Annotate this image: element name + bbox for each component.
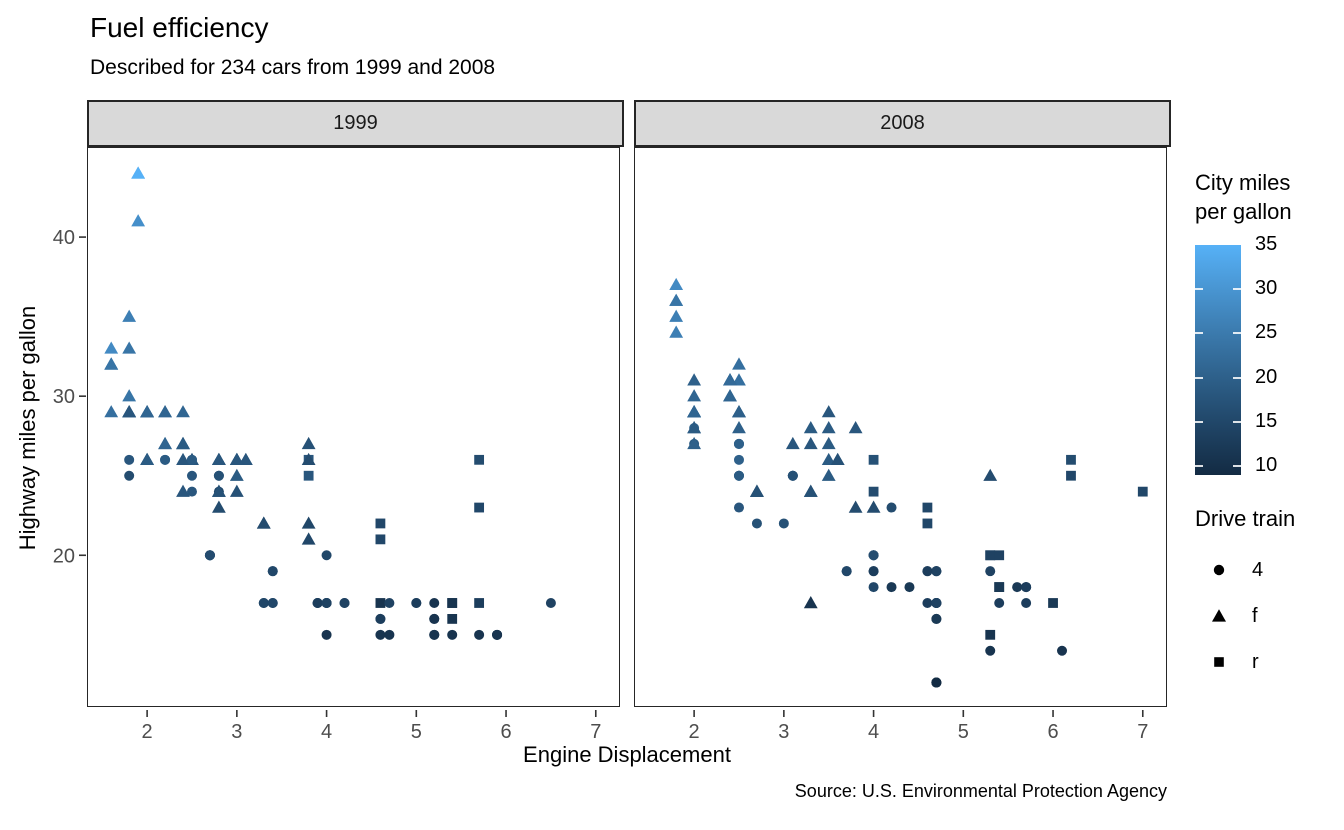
legend-item-drv-r: r <box>1204 647 1259 677</box>
colorbar-tick-label: 35 <box>1255 233 1278 255</box>
colorbar-tick-mark <box>1195 420 1203 423</box>
chart-title: Fuel efficiency <box>90 12 269 43</box>
legend-item-label: 4 <box>1252 558 1264 581</box>
square-icon <box>1214 657 1224 667</box>
x-tick-label: 4 <box>321 721 332 743</box>
legend-item-drv-4: 4 <box>1204 555 1263 585</box>
legend-item-drv-f: f <box>1204 601 1258 631</box>
x-tick-label: 2 <box>142 721 153 743</box>
y-tick-label: 40 <box>53 227 75 249</box>
facet-strip-1999: 1999 <box>87 100 624 147</box>
x-tick-label: 7 <box>1137 721 1148 743</box>
x-tick-label: 6 <box>500 721 511 743</box>
x-tick-label: 5 <box>411 721 422 743</box>
colorbar-tick-label: 30 <box>1255 277 1278 300</box>
colorbar-tick-mark <box>1233 465 1241 468</box>
legend-item-label: r <box>1252 650 1259 673</box>
x-tick-label: 5 <box>958 721 969 743</box>
colorbar-tick-mark <box>1195 332 1203 335</box>
x-tick-label: 2 <box>689 721 700 743</box>
x-axis-title: Engine Displacement <box>523 742 731 767</box>
colorbar-gradient <box>1195 245 1241 475</box>
chart-subtitle: Described for 234 cars from 1999 and 200… <box>90 56 496 79</box>
colorbar-tick-mark <box>1233 420 1241 423</box>
y-axis-title: Highway miles per gallon <box>15 305 40 551</box>
colorbar-tick-label: 20 <box>1255 365 1278 388</box>
plot-panel-1999 <box>87 147 620 707</box>
colorbar-tick-label: 15 <box>1255 409 1278 432</box>
x-tick-label: 7 <box>590 721 601 743</box>
triangle-icon <box>1212 609 1226 622</box>
colorbar-legend-title: City miles per gallon <box>1195 170 1292 224</box>
source-caption: Source: U.S. Environmental Protection Ag… <box>794 781 1167 801</box>
y-tick-label: 30 <box>53 386 75 408</box>
x-tick-label: 6 <box>1047 721 1058 743</box>
x-tick-label: 4 <box>868 721 879 743</box>
colorbar-tick-label: 25 <box>1255 321 1278 344</box>
plot-panel-2008 <box>634 147 1167 707</box>
colorbar-tick-label: 10 <box>1255 454 1278 477</box>
facet-strip-2008: 2008 <box>634 100 1171 147</box>
x-tick-label: 3 <box>778 721 789 743</box>
colorbar-tick-mark <box>1195 288 1203 291</box>
colorbar-tick-mark <box>1195 465 1203 468</box>
circle-icon <box>1213 564 1225 576</box>
shape-legend-title: Drive train <box>1195 506 1296 531</box>
x-tick-label: 3 <box>231 721 242 743</box>
colorbar-tick-mark <box>1233 376 1241 379</box>
colorbar-tick-mark <box>1195 376 1203 379</box>
colorbar-tick-mark <box>1233 288 1241 291</box>
legend-item-label: f <box>1252 604 1258 627</box>
colorbar-tick-mark <box>1233 332 1241 335</box>
y-tick-label: 20 <box>53 545 75 567</box>
